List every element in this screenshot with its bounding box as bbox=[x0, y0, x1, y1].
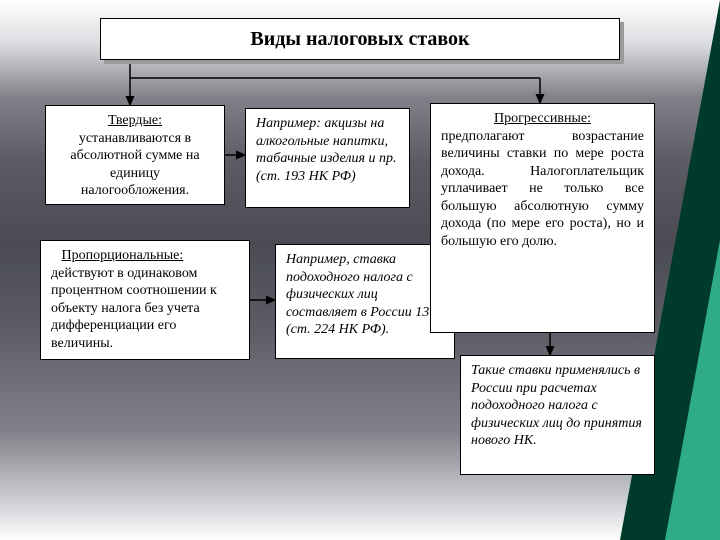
decor-triangle-light bbox=[665, 240, 720, 540]
solid-ex-text: Например: акцизы на алкогольные напитки,… bbox=[256, 116, 396, 184]
box-solid: Твердые: устанавливаются в абсолютной су… bbox=[45, 105, 225, 205]
box-solid-example: Например: акцизы на алкогольные напитки,… bbox=[245, 108, 410, 208]
box-proportional: Пропорциональные: действуют в одинаковом… bbox=[40, 240, 250, 360]
solid-body: устанавливаются в абсолютной сумме на ед… bbox=[70, 131, 199, 199]
box-progressive: Прогрессивные: предполагают возрастание … bbox=[430, 103, 655, 333]
prog-body: предполагают возрастание величины ставки… bbox=[441, 129, 644, 249]
box-proportional-example: Например, ставка подоходного налога с фи… bbox=[275, 244, 455, 359]
prog-ex-text: Такие ставки применялись в России при ра… bbox=[471, 363, 642, 448]
box-progressive-example: Такие ставки применялись в России при ра… bbox=[460, 355, 655, 475]
prog-head: Прогрессивные: bbox=[494, 111, 591, 126]
prop-body: действуют в одинаковом процентном соотно… bbox=[51, 266, 217, 351]
title-text: Виды налоговых ставок bbox=[250, 27, 469, 52]
prop-ex-text: Например, ставка подоходного налога с фи… bbox=[286, 252, 441, 337]
title-box: Виды налоговых ставок bbox=[100, 18, 620, 60]
prop-head: Пропорциональные: bbox=[62, 248, 184, 263]
solid-head: Твердые: bbox=[108, 113, 162, 128]
